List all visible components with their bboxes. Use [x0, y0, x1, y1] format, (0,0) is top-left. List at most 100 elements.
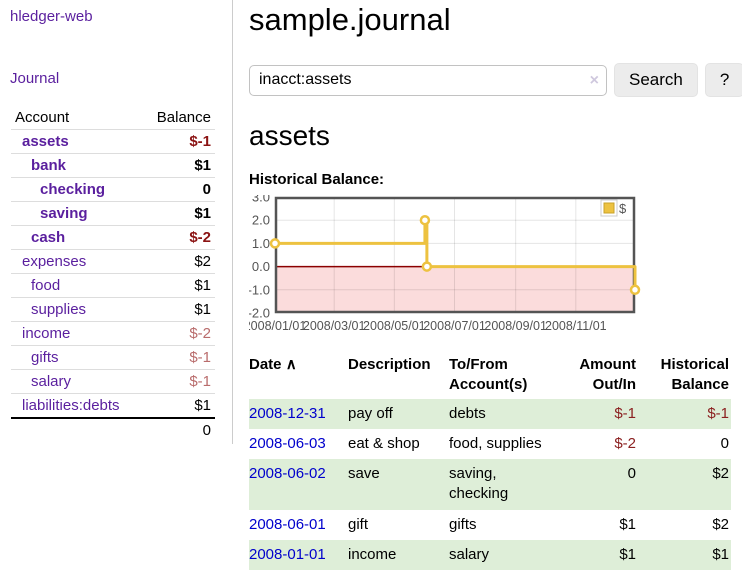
account-balance: $-2 [189, 229, 211, 246]
register-row: 2008-12-31 pay off debts $-1 $-1 [249, 398, 731, 429]
svg-text:-1.0: -1.0 [249, 282, 270, 297]
accounts-total-value: 0 [202, 422, 211, 439]
register-row: 2008-06-03 eat & shop food, supplies $-2… [249, 429, 731, 459]
transaction-date-link[interactable]: 2008-06-01 [249, 515, 326, 533]
account-link-checking[interactable]: checking [40, 181, 106, 198]
transaction-description: pay off [348, 404, 393, 422]
register-row: 2008-01-01 income salary $1 $1 [249, 539, 731, 571]
sort-ascending-icon: ∧ [285, 356, 297, 374]
transaction-amount: 0 [627, 465, 636, 483]
search-form: × Search ? [249, 63, 742, 98]
account-balance: $1 [194, 301, 211, 318]
transaction-date-link[interactable]: 2008-06-02 [249, 465, 326, 483]
column-header-amount: Amount Out/In [579, 356, 636, 394]
account-link-liabilities-debts[interactable]: liabilities:debts [22, 397, 120, 414]
account-balance: $-1 [189, 373, 211, 390]
account-row-liabilities-debts: liabilities:debts $1 [11, 393, 215, 419]
column-header-accounts: To/From Account(s) [449, 356, 528, 394]
svg-text:$: $ [619, 201, 627, 216]
account-row-gifts: gifts $-1 [11, 345, 215, 370]
account-link-salary[interactable]: salary [31, 373, 72, 390]
transaction-balance: 0 [720, 434, 729, 452]
page-title: sample.journal [249, 2, 451, 37]
transaction-accounts: saving, checking [449, 465, 509, 503]
account-row-bank: bank $1 [11, 153, 215, 178]
transaction-date-link[interactable]: 2008-01-01 [249, 545, 326, 563]
transaction-amount: $-1 [614, 404, 636, 422]
account-row-income: income $-2 [11, 321, 215, 346]
accounts-balance-table: Account Balance assets $-1 bank $1 check… [11, 106, 215, 442]
historical-balance-chart[interactable]: $3.0 2.0 1.0 0.0 -1.0 -2.0 2008/01/01 2008/03/0… [249, 195, 641, 337]
transaction-amount: $1 [619, 515, 636, 533]
search-input[interactable] [249, 64, 607, 96]
account-link-saving[interactable]: saving [40, 205, 88, 222]
register-row: 2008-06-02 save saving, checking 0 $2 [249, 459, 731, 510]
account-row-salary: salary $-1 [11, 369, 215, 394]
transaction-date-link[interactable]: 2008-12-31 [249, 404, 326, 422]
svg-text:1.0: 1.0 [252, 236, 270, 251]
column-header-date[interactable]: Date ∧ [249, 356, 297, 374]
app-title-link[interactable]: hledger-web [10, 8, 93, 25]
main-content: sample.journal × Search ? assets Histori… [233, 0, 742, 571]
transaction-date-link[interactable]: 2008-06-03 [249, 434, 326, 452]
register-table: Date ∧ Description To/From Account(s) Am… [249, 352, 731, 571]
transaction-balance: $1 [712, 545, 729, 563]
account-balance: $1 [194, 397, 211, 414]
account-balance: 0 [202, 181, 211, 198]
chart-title: Historical Balance: [249, 171, 385, 189]
svg-text:2008/07/01: 2008/07/01 [423, 319, 486, 333]
transaction-balance: $2 [712, 515, 729, 533]
svg-text:-2.0: -2.0 [249, 306, 270, 321]
svg-text:2008/11/01: 2008/11/01 [545, 319, 607, 333]
svg-text:2008/05/01: 2008/05/01 [363, 319, 426, 333]
transaction-description: income [348, 545, 397, 563]
transaction-accounts: salary [449, 545, 490, 563]
account-link-food[interactable]: food [31, 277, 61, 294]
accounts-header-account: Account [15, 109, 70, 126]
search-button[interactable]: Search [614, 63, 698, 98]
account-row-cash: cash $-2 [11, 225, 215, 250]
transaction-amount: $-2 [614, 434, 636, 452]
account-balance: $2 [194, 253, 211, 270]
clear-search-icon[interactable]: × [589, 71, 599, 89]
account-link-cash[interactable]: cash [31, 229, 66, 246]
svg-text:0.0: 0.0 [252, 259, 270, 274]
account-link-income[interactable]: income [22, 325, 71, 342]
transaction-description: save [348, 465, 380, 483]
account-row-assets: assets $-1 [11, 129, 215, 154]
transaction-description: eat & shop [348, 434, 420, 452]
account-link-assets[interactable]: assets [22, 133, 69, 150]
sidebar: hledger-web Journal Account Balance asse… [0, 0, 233, 444]
accounts-total-row: 0 [11, 418, 215, 442]
account-balance: $1 [194, 205, 211, 222]
register-account-heading: assets [249, 120, 330, 152]
account-balance: $-1 [189, 133, 211, 150]
column-header-balance: Historical Balance [660, 356, 729, 394]
account-balance: $1 [194, 157, 211, 174]
account-link-expenses[interactable]: expenses [22, 253, 87, 270]
register-header-row: Date ∧ Description To/From Account(s) Am… [249, 352, 731, 399]
account-row-expenses: expenses $2 [11, 249, 215, 274]
transaction-accounts: food, supplies [449, 434, 542, 452]
transaction-amount: $1 [619, 545, 636, 563]
account-link-supplies[interactable]: supplies [31, 301, 87, 318]
account-row-saving: saving $1 [11, 201, 215, 226]
account-balance: $1 [194, 277, 211, 294]
account-link-gifts[interactable]: gifts [31, 349, 59, 366]
svg-text:2008/09/01: 2008/09/01 [484, 319, 547, 333]
register-row: 2008-06-01 gift gifts $1 $2 [249, 510, 731, 540]
account-link-bank[interactable]: bank [31, 157, 67, 174]
transaction-accounts: gifts [449, 515, 477, 533]
account-balance: $-1 [189, 349, 211, 366]
account-balance: $-2 [189, 325, 211, 342]
account-row-food: food $1 [11, 273, 215, 298]
account-row-supplies: supplies $1 [11, 297, 215, 322]
chart-canvas[interactable]: $3.0 2.0 1.0 0.0 -1.0 -2.02008/01/012008/03/0… [249, 195, 641, 337]
sidebar-item-journal[interactable]: Journal [10, 70, 60, 87]
svg-text:2.0: 2.0 [252, 213, 270, 228]
column-header-description: Description [348, 356, 431, 374]
transaction-accounts: debts [449, 404, 486, 422]
help-button[interactable]: ? [704, 63, 742, 98]
transaction-balance: $2 [712, 465, 729, 483]
transaction-description: gift [348, 515, 369, 533]
